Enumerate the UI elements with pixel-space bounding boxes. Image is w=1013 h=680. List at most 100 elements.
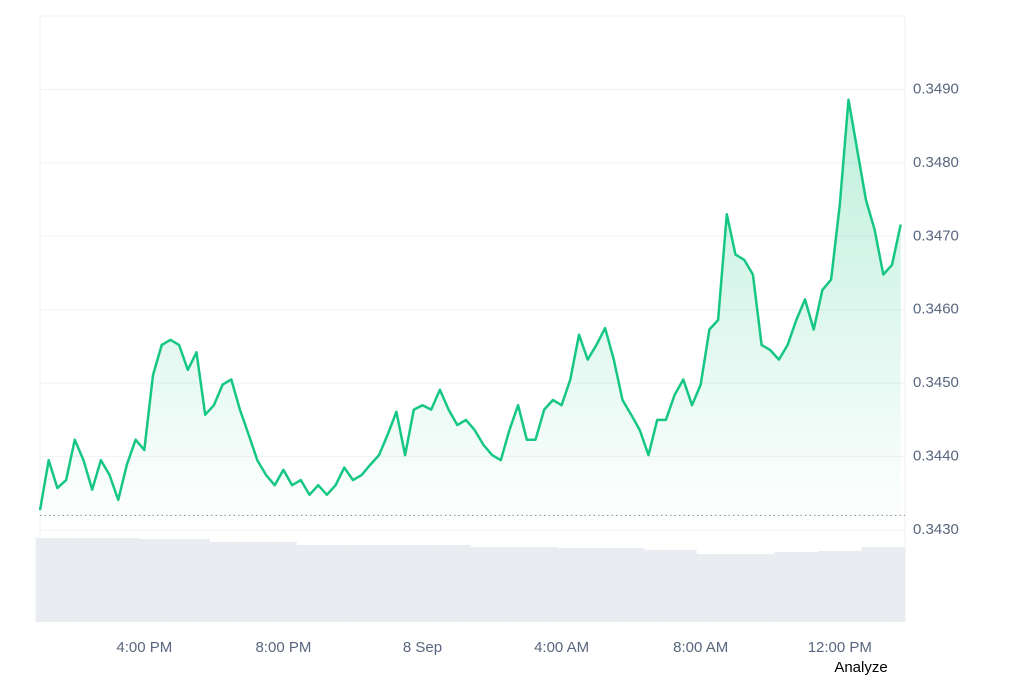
volume-bar — [783, 552, 793, 622]
volume-bar — [252, 542, 262, 622]
analyze-button[interactable]: Analyze — [834, 659, 887, 676]
volume-bar — [113, 538, 123, 622]
x-tick-label: 8 Sep — [403, 639, 442, 656]
volume-bar — [739, 554, 749, 622]
volume-bar — [800, 552, 810, 622]
y-tick-label: 0.3430 — [913, 521, 959, 538]
volume-bar — [339, 545, 349, 622]
volume-bar — [861, 547, 871, 622]
volume-bar — [313, 545, 323, 622]
volume-bar — [44, 538, 54, 622]
volume-bar — [322, 545, 332, 622]
volume-bar — [131, 538, 141, 622]
volume-bar — [887, 547, 897, 622]
volume-bar — [87, 538, 97, 622]
volume-bar — [105, 538, 115, 622]
volume-bar — [583, 548, 593, 622]
volume-bar — [357, 545, 367, 622]
volume-bar — [548, 547, 558, 622]
volume-bar — [592, 548, 602, 622]
volume-bar — [844, 551, 854, 622]
y-tick-label: 0.3460 — [913, 301, 959, 318]
volume-bar — [505, 547, 515, 622]
volume-bar — [96, 538, 106, 622]
volume-bar — [870, 547, 880, 622]
volume-bar — [696, 554, 706, 622]
y-tick-label: 0.3450 — [913, 374, 959, 391]
volume-bar — [539, 547, 549, 622]
y-tick-label: 0.3490 — [913, 80, 959, 97]
volume-bar — [618, 548, 628, 622]
volume-bar — [678, 550, 688, 622]
y-tick-label: 0.3470 — [913, 227, 959, 244]
volume-bar — [209, 542, 219, 622]
volume-bar — [200, 539, 210, 622]
volume-bar — [513, 547, 523, 622]
price-line — [38, 98, 902, 511]
volume-bar — [600, 548, 610, 622]
volume-bar — [279, 542, 289, 622]
x-tick-label: 12:00 PM — [808, 639, 872, 656]
volume-bar — [270, 542, 280, 622]
volume-bar — [435, 545, 445, 622]
volume-bar — [670, 550, 680, 622]
volume-bar — [479, 547, 489, 622]
volume-bar — [426, 545, 436, 622]
x-tick-label: 4:00 AM — [534, 639, 589, 656]
volume-bar — [635, 548, 645, 622]
volume-bar — [652, 550, 662, 622]
volume-bar — [852, 551, 862, 622]
volume-bar — [166, 539, 176, 622]
volume-bar — [835, 551, 845, 622]
volume-bar — [261, 542, 271, 622]
volume-bar — [470, 547, 480, 622]
volume-bar — [79, 538, 89, 622]
volume-bar — [809, 552, 819, 622]
y-tick-label: 0.3440 — [913, 448, 959, 465]
volume-bar — [731, 554, 741, 622]
volume-bar — [574, 548, 584, 622]
volume-bar — [557, 548, 567, 622]
volume-bar — [183, 539, 193, 622]
volume-bar — [331, 545, 341, 622]
volume-bar — [296, 545, 306, 622]
volume-bar — [565, 548, 575, 622]
volume-bar — [609, 548, 619, 622]
volume-bar — [53, 538, 63, 622]
volume-bar — [192, 539, 202, 622]
volume-bar — [139, 539, 149, 622]
volume-bar — [461, 545, 471, 622]
volume-bar — [157, 539, 167, 622]
volume-bar — [748, 554, 758, 622]
x-tick-label: 8:00 AM — [673, 639, 728, 656]
volume-bar — [452, 545, 462, 622]
volume-bar — [713, 554, 723, 622]
volume-bar — [122, 538, 132, 622]
volume-bar — [496, 547, 506, 622]
volume-bar — [348, 545, 358, 622]
volume-bar — [757, 554, 767, 622]
volume-bar — [818, 551, 828, 622]
volume-bar — [531, 547, 541, 622]
volume-bar — [392, 545, 402, 622]
volume-bar — [444, 545, 454, 622]
volume-bar — [722, 554, 732, 622]
volume-bar — [366, 545, 375, 622]
volume-bar — [244, 542, 254, 622]
volume-bar — [70, 538, 80, 622]
volume-bar — [400, 545, 410, 622]
x-tick-label: 8:00 PM — [255, 639, 311, 656]
volume-bar — [148, 539, 158, 622]
volume-bar — [765, 554, 775, 622]
volume-bar — [774, 552, 784, 622]
volume-bar — [287, 542, 297, 622]
volume-bar — [305, 545, 315, 622]
volume-bar — [235, 542, 245, 622]
volume-bar — [705, 554, 715, 622]
volume-bar — [35, 538, 45, 622]
volume-bar — [644, 550, 654, 622]
y-tick-label: 0.3480 — [913, 154, 959, 171]
volume-bar — [791, 552, 801, 622]
volume-bar — [418, 545, 428, 622]
